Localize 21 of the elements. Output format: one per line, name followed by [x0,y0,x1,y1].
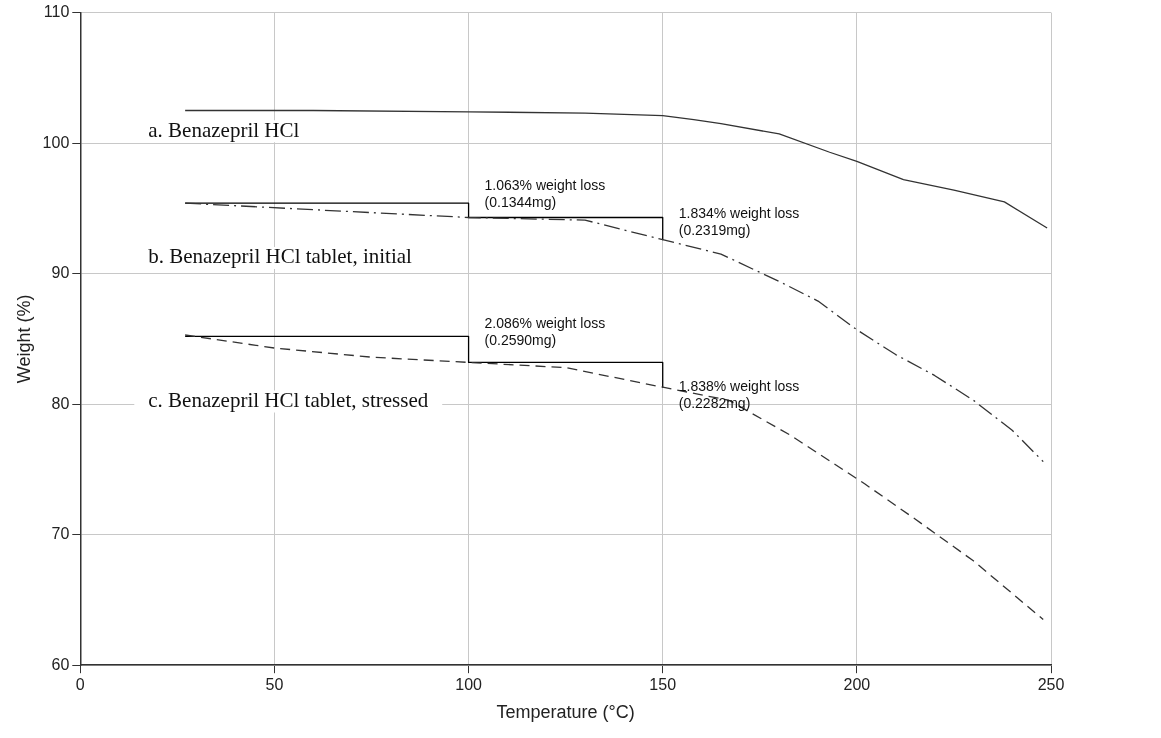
annotation: 1.838% weight loss (0.2282mg) [678,378,800,412]
x-tick-label: 0 [75,676,85,694]
x-tick-label: 150 [649,676,677,694]
y-tick-label: 60 [51,655,70,673]
x-tick-label: 50 [265,676,284,694]
series-label: a. Benazepril HCl [148,117,300,142]
annotation: 1.063% weight loss (0.1344mg) [484,177,606,211]
x-tick-label: 200 [843,676,871,694]
x-axis-title: Temperature (°C) [496,702,635,723]
x-tick-label: 250 [1037,676,1065,694]
y-tick-label: 80 [51,394,70,412]
y-tick-label: 100 [42,133,70,151]
annotation: 2.086% weight loss (0.2590mg) [484,314,606,348]
y-axis-title: Weight (%) [13,294,34,384]
x-tick-label: 100 [455,676,483,694]
series-label: c. Benazepril HCl tablet, stressed [148,388,429,413]
y-tick-label: 90 [51,264,70,282]
y-tick-label: 110 [43,3,70,21]
y-tick-label: 70 [51,525,70,543]
annotation: 1.834% weight loss (0.2319mg) [678,205,800,239]
series-label: b. Benazepril HCl tablet, initial [148,244,413,269]
